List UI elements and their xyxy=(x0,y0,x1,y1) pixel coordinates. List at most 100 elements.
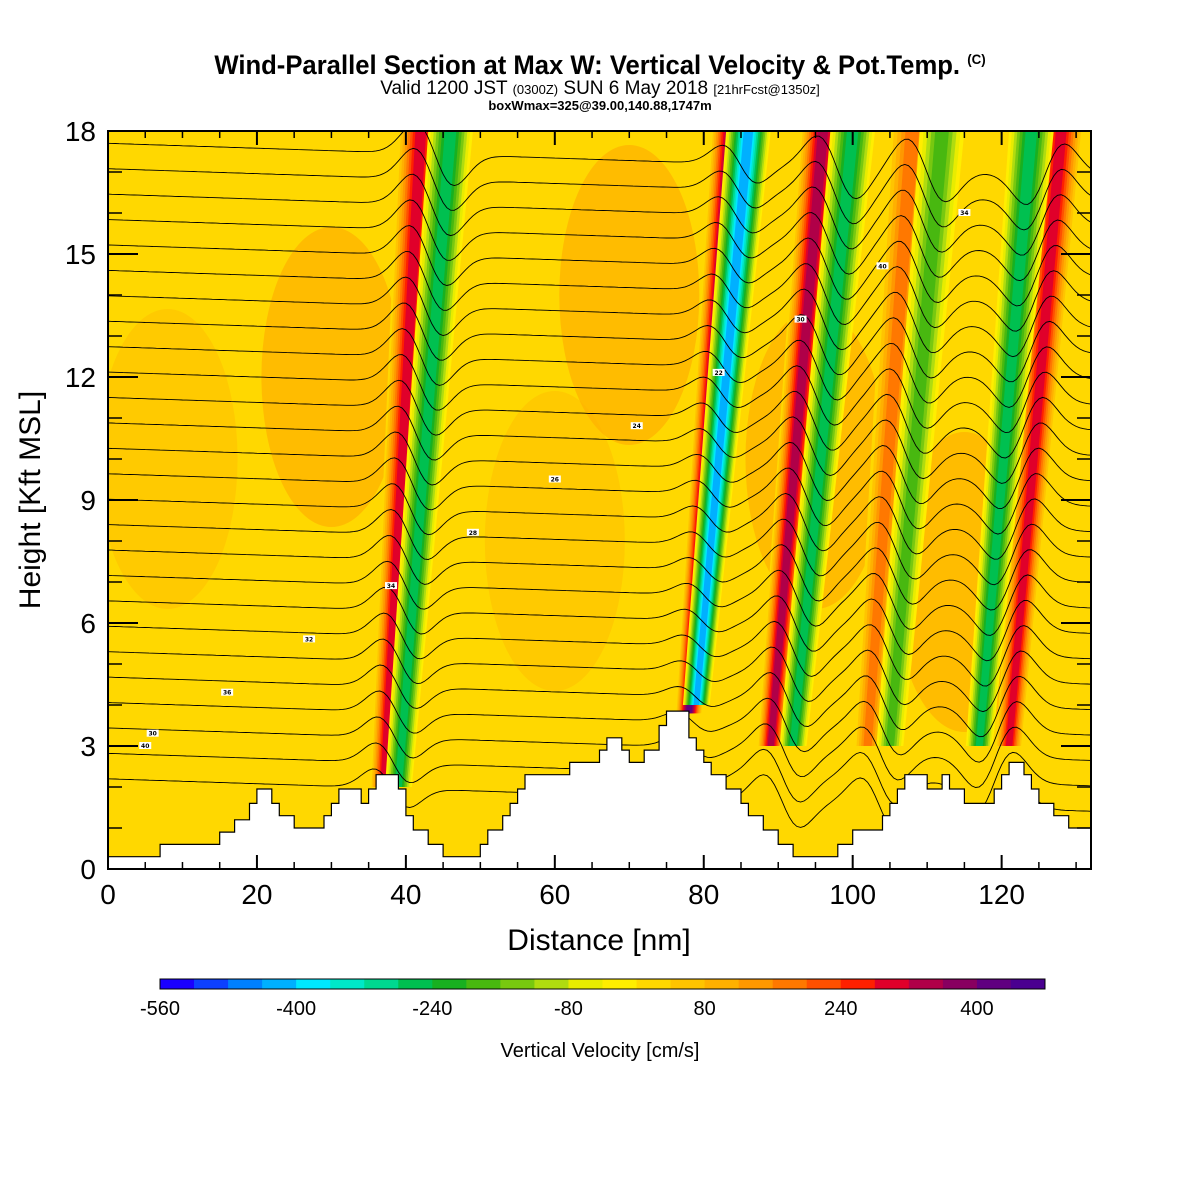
downdraft-band xyxy=(693,131,754,705)
contour-label-bg xyxy=(958,209,971,216)
downdraft-band xyxy=(975,131,1038,746)
colorbar-swatch xyxy=(840,979,876,989)
colorbar-tick-label: -560 xyxy=(140,998,180,1020)
contour-label-bg xyxy=(712,368,725,376)
valid-time-line: Valid 1200 JST (0300Z) SUN 6 May 2018 [2… xyxy=(0,78,1200,99)
contour-label: 40 xyxy=(141,743,149,750)
downdraft-band xyxy=(789,131,859,746)
contour-label-bg xyxy=(221,688,234,696)
contour-label: 32 xyxy=(305,636,313,643)
isentrope-line xyxy=(108,690,1091,763)
updraft-band xyxy=(767,131,829,746)
isentrope-line xyxy=(108,354,1091,434)
colorbar-tick-label: -400 xyxy=(276,998,316,1020)
colorbar-swatch xyxy=(772,979,808,989)
isentrope-line xyxy=(108,379,1091,459)
isentrope-line xyxy=(108,535,1091,611)
contour-label-bg xyxy=(139,742,152,749)
contour-label-group: 30 xyxy=(146,729,159,738)
copyright-mark: (C) xyxy=(967,51,986,67)
isentrope-line xyxy=(108,716,1091,788)
y-tick-label: 6 xyxy=(80,608,96,639)
contour-label-bg xyxy=(794,315,807,323)
contour-label-bg xyxy=(466,528,479,536)
y-tick-label: 9 xyxy=(80,485,96,516)
colorbar-swatch xyxy=(602,979,638,989)
isentrope-line xyxy=(108,173,1091,256)
colorbar-swatch xyxy=(194,979,229,989)
x-tick-label: 0 xyxy=(100,879,116,910)
colorbar-swatch xyxy=(908,979,944,989)
colorbar-swatch xyxy=(568,979,603,989)
colorbar-swatch xyxy=(636,979,672,989)
x-tick-label: 20 xyxy=(241,879,272,910)
x-axis-label: Distance [nm] xyxy=(507,924,690,957)
title-block: Wind-Parallel Section at Max W: Vertical… xyxy=(0,44,1200,113)
contour-label-bg xyxy=(630,422,643,430)
colorbar-swatch xyxy=(466,979,501,989)
x-tick-label: 40 xyxy=(390,879,421,910)
contour-label: 34 xyxy=(387,583,395,590)
isentrope-line xyxy=(108,457,1091,535)
contour-label-group: 24 xyxy=(630,422,643,430)
colorbar-swatch xyxy=(330,979,365,989)
x-tick-label: 80 xyxy=(688,879,719,910)
contour-label-group: 34 xyxy=(958,209,971,217)
isentrope-line xyxy=(108,509,1091,586)
contour-label-bg xyxy=(384,582,397,590)
colorbar-tick-label: -80 xyxy=(554,998,583,1020)
terrain-mask xyxy=(107,710,1092,870)
x-tick-label: 100 xyxy=(829,879,876,910)
isentrope-line xyxy=(108,147,1091,231)
contour-label-group: 36 xyxy=(221,688,234,697)
colorbar-frame xyxy=(159,978,1046,990)
contour-label-group: 34 xyxy=(384,582,397,590)
warm-patch xyxy=(559,145,700,445)
colorbar-label: Vertical Velocity [cm/s] xyxy=(501,1040,700,1062)
contour-label-group: 40 xyxy=(876,262,889,270)
contour-label-group: 26 xyxy=(548,475,561,484)
y-tick-label: 15 xyxy=(65,239,96,270)
contour-label: 26 xyxy=(551,477,559,484)
isentrope-line xyxy=(108,483,1091,560)
x-tick-label: 60 xyxy=(539,879,570,910)
contour-label-group: 28 xyxy=(466,528,479,537)
isentrope-line xyxy=(108,405,1091,484)
contour-label-bg xyxy=(876,262,889,270)
contour-label-bg xyxy=(303,635,316,643)
colorbar-swatch xyxy=(262,979,297,989)
contour-label-bg xyxy=(146,729,159,737)
y-axis-label: Height [Kft MSL] xyxy=(14,391,47,609)
isentrope-line xyxy=(108,586,1091,662)
isentrope-line xyxy=(108,431,1091,510)
y-tick-label: 3 xyxy=(80,731,96,762)
y-tick-label: 12 xyxy=(65,362,96,393)
colorbar-tick-label: 400 xyxy=(960,998,993,1020)
colorbar-swatch xyxy=(704,979,740,989)
colorbar-swatch xyxy=(942,979,978,989)
colorbar-swatch xyxy=(296,979,331,989)
colorbar-swatch xyxy=(976,979,1012,989)
colorbar-swatch xyxy=(398,979,433,989)
isentrope-line xyxy=(108,612,1091,687)
contour-label-group: 22 xyxy=(712,368,725,377)
y-tick-label: 18 xyxy=(65,116,96,147)
contour-label: 22 xyxy=(714,370,722,377)
chart-title-text: Wind-Parallel Section at Max W: Vertical… xyxy=(214,50,961,80)
contour-label-bg xyxy=(548,475,561,483)
contour-label: 36 xyxy=(223,690,231,697)
isentrope-line xyxy=(108,199,1091,282)
isentrope-line xyxy=(108,250,1091,332)
colorbar-swatch xyxy=(738,979,774,989)
forecast-info: [21hrFcst@1350z] xyxy=(713,82,820,97)
contour-label: 30 xyxy=(796,317,804,324)
colorbar: -560 -400 -240 -80 80 240 400 xyxy=(140,978,1046,1020)
colorbar-swatch xyxy=(364,979,399,989)
isentrope-line xyxy=(108,131,1091,205)
valid-prefix: Valid 1200 JST xyxy=(380,78,508,99)
velocity-field xyxy=(108,131,1091,869)
updraft-band xyxy=(863,131,920,746)
y-tick-label: 0 xyxy=(80,854,96,885)
warm-patch xyxy=(261,227,402,527)
